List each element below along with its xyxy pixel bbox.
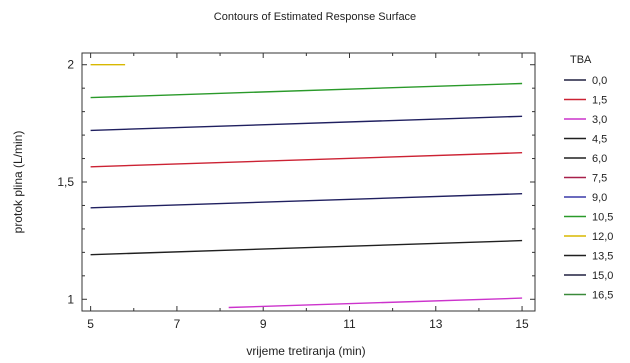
- legend-label: 1,5: [592, 95, 607, 107]
- contour-lines: [90, 63, 523, 309]
- legend-label: 0,0: [592, 75, 607, 87]
- legend-label: 3,0: [592, 114, 607, 126]
- x-tick-label: 13: [429, 317, 443, 331]
- x-tick-label: 5: [87, 317, 94, 331]
- y-tick-label: 2: [67, 58, 74, 72]
- legend-label: 6,0: [592, 153, 607, 165]
- x-tick-label: 7: [174, 317, 181, 331]
- legend-label: 4,5: [592, 134, 607, 146]
- x-tick-label: 11: [343, 317, 356, 331]
- chart-title: Contours of Estimated Response Surface: [214, 11, 416, 23]
- contour-line: [90, 193, 523, 209]
- y-axis-label: protok plina (L/min): [11, 131, 25, 234]
- y-tick-label: 1: [67, 292, 74, 306]
- legend-label: 13,5: [592, 251, 613, 263]
- legend-items: 0,0 1,5 3,0 4,5 6,0 7,5 9,0 10,5 12,0 13,5 15,0 16,…: [564, 75, 613, 302]
- x-axis-ticks: 5 7 9 11 13 15: [87, 53, 529, 331]
- y-axis-ticks: 11,52: [57, 58, 535, 306]
- legend-label: 15,0: [592, 270, 613, 282]
- legend-label: 9,0: [592, 192, 607, 204]
- contour-line: [90, 239, 523, 256]
- legend-label: 10,5: [592, 212, 613, 224]
- legend-label: 12,0: [592, 231, 613, 243]
- x-tick-label: 9: [260, 317, 267, 331]
- legend-title: TBA: [570, 54, 592, 66]
- contour-line: [90, 82, 523, 99]
- x-axis-label: vrijeme tretiranja (min): [246, 344, 365, 358]
- contour-line: [228, 297, 523, 309]
- y-tick-label: 1,5: [57, 175, 74, 189]
- contour-line: [90, 152, 523, 168]
- legend-label: 16,5: [592, 290, 613, 302]
- x-tick-label: 15: [515, 317, 529, 331]
- plot-frame: [81, 52, 536, 312]
- legend: TBA 0,0 1,5 3,0 4,5 6,0 7,5 9,0 10,5 12,0 13,5 15,…: [564, 54, 613, 302]
- legend-label: 7,5: [592, 173, 607, 185]
- contour-line: [90, 115, 523, 132]
